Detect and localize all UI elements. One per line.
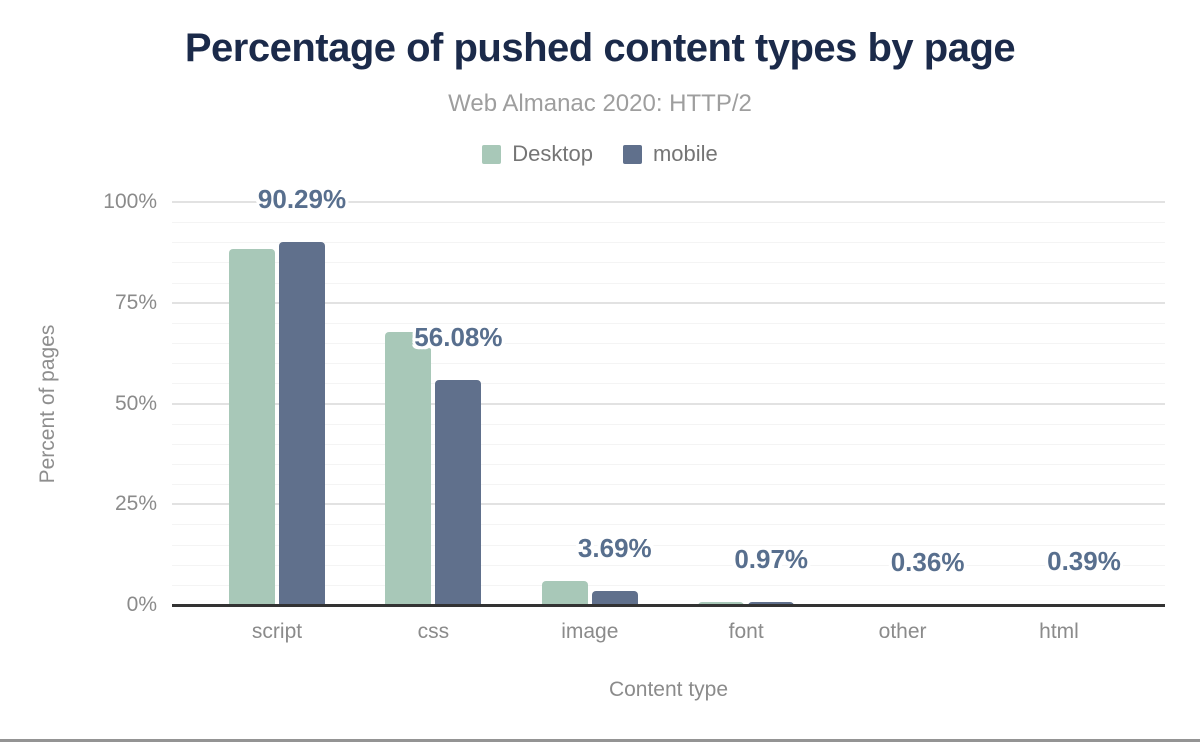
y-tick-50%: 50% (114, 391, 157, 415)
y-tick-100%: 100% (103, 190, 157, 213)
bar-desktop-font[interactable] (698, 601, 745, 606)
data-label-css: 56.08% (414, 321, 503, 352)
gridline-15 (172, 544, 1165, 546)
bar-mobile-script[interactable] (279, 242, 325, 606)
gridline-100 (172, 201, 1165, 203)
data-label-font: 0.97% (734, 544, 809, 575)
data-label-html: 0.39% (1047, 546, 1121, 577)
gridline-95 (172, 222, 1165, 224)
x-tick-script: script (251, 620, 303, 643)
bar-mobile-image[interactable] (591, 591, 638, 606)
bar-mobile-css[interactable] (435, 380, 482, 606)
gridline-35 (172, 463, 1165, 465)
gridline-75 (172, 301, 1165, 304)
gridline-70 (172, 322, 1165, 324)
gridline-85 (172, 262, 1165, 264)
legend-swatch-desktop (482, 144, 502, 164)
gridline-80 (172, 282, 1165, 284)
gridline-10 (172, 564, 1165, 566)
x-tick-image: image (561, 620, 619, 643)
x-tick-html: html (1039, 620, 1079, 643)
y-tick-0%: 0% (126, 593, 157, 616)
gridline-5 (172, 584, 1165, 586)
gridline-40 (172, 443, 1165, 445)
legend-label-mobile: mobile (652, 141, 718, 166)
bottom-divider-bar (0, 739, 1200, 742)
bar-desktop-css[interactable] (385, 331, 432, 606)
legend-label-desktop: Desktop (512, 141, 593, 166)
gridline-25 (172, 503, 1165, 506)
plot-area: 90.29% 56.08% 3.69% 0.97% 0.36% 0.39% script cs… (172, 184, 1165, 643)
gridline-55 (172, 383, 1165, 385)
legend-item-desktop[interactable]: Desktop (482, 141, 593, 167)
bar-desktop-script[interactable] (229, 248, 275, 606)
data-label-other: 0.36% (890, 546, 965, 577)
gridline-20 (172, 524, 1165, 526)
gridline-65 (172, 343, 1165, 345)
legend-item-mobile[interactable]: mobile (622, 141, 718, 167)
legend-swatch-mobile (622, 144, 642, 164)
x-axis-title: Content type (608, 678, 729, 701)
gridline-60 (172, 363, 1165, 365)
y-tick-25%: 25% (114, 492, 157, 516)
legend: Desktop mobile (0, 141, 1200, 167)
gridline-50 (172, 402, 1165, 405)
bar-desktop-image[interactable] (541, 581, 588, 606)
chart-title: Percentage of pushed content types by pa… (184, 26, 1016, 70)
x-tick-css: css (417, 620, 450, 643)
x-tick-other: other (878, 620, 927, 643)
x-tick-font: font (728, 620, 764, 643)
y-tick-75%: 75% (114, 290, 157, 314)
gridline-90 (172, 242, 1165, 244)
data-label-image: 3.69% (577, 533, 652, 564)
data-label-script: 90.29% (257, 184, 347, 215)
gridline-30 (172, 484, 1165, 486)
gridline-45 (172, 423, 1165, 425)
chart-subtitle: Web Almanac 2020: HTTP/2 (448, 90, 752, 117)
x-axis-line (172, 604, 1165, 607)
